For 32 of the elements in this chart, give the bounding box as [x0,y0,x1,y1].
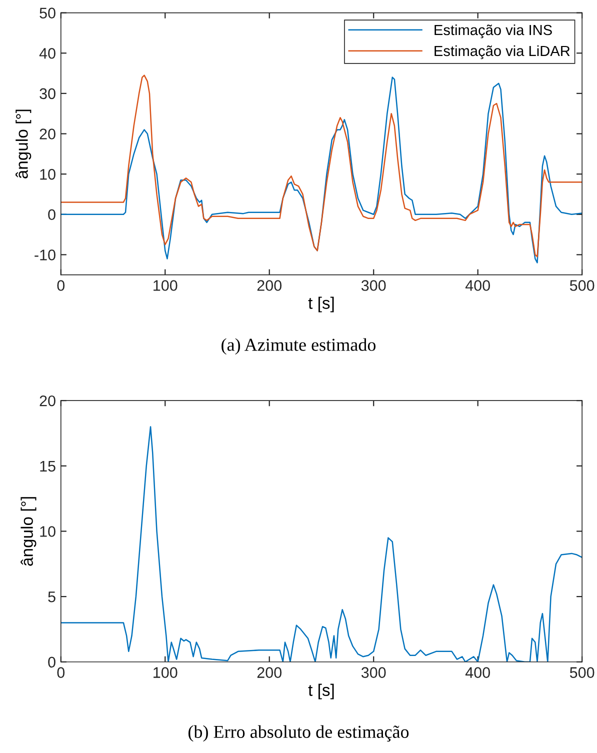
legend-label: Estimação via LiDAR [434,45,570,60]
x-tick-label: 300 [361,280,386,291]
x-tick-label: 500 [570,280,594,291]
y-tick-label: 30 [40,88,56,100]
legend-label: Estimação via INS [434,24,552,38]
x-tick-label: 100 [154,280,178,291]
y-tick-label: 0 [48,656,56,668]
y-tick-label: 15 [40,460,56,472]
y-tick-label: -10 [34,250,56,260]
y-tick-label: 40 [39,48,56,59]
text: (a) Azimute estimado [222,338,376,355]
x-tick-label: 400 [465,280,490,291]
x-tick-label: 200 [257,280,282,291]
y-axis-title: ângulo [°] [16,110,32,178]
x-tick-label: 400 [465,667,490,678]
x-tick-label: 300 [361,667,386,678]
x-tick-label: 0 [57,667,65,678]
x-tick-label: 500 [570,667,594,678]
y-tick-label: 10 [40,168,56,180]
y-tick-label: 20 [40,395,56,406]
x-tick-label: 100 [154,667,178,678]
y-tick-label: 50 [40,8,56,18]
y-tick-label: 20 [40,128,56,140]
y-tick-label: 10 [40,526,56,537]
text: (b) Erro absoluto de estimação [188,725,409,742]
x-tick-label: 200 [257,667,282,678]
x-axis-title: t [s] [308,296,334,312]
y-tick-label: 5 [48,592,56,602]
x-tick-label: 0 [57,280,65,291]
y-tick-label: 0 [48,209,56,220]
y-axis-title: ângulo [°] [20,497,36,566]
x-axis-title: t [s] [308,684,334,700]
